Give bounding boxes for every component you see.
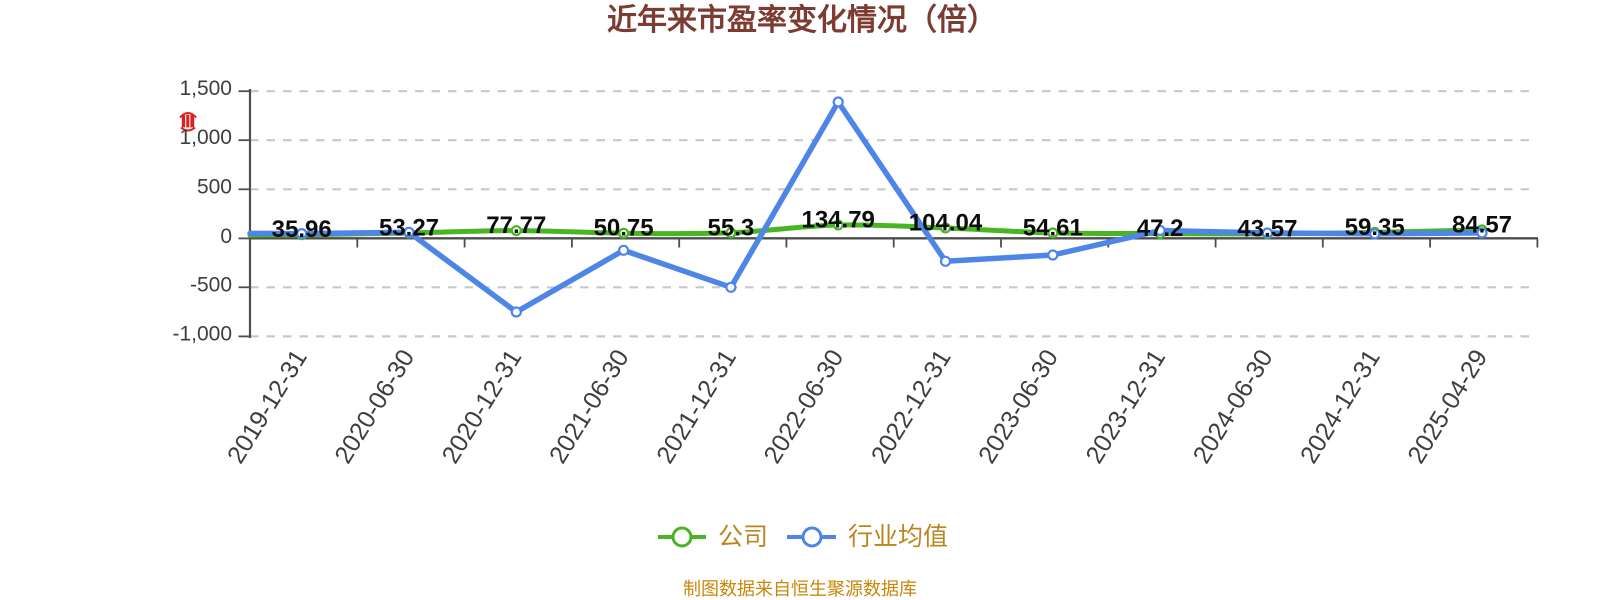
svg-text:54.61: 54.61 xyxy=(1023,214,1083,241)
svg-text:-500: -500 xyxy=(190,273,232,296)
svg-text:55.3: 55.3 xyxy=(708,214,755,241)
svg-text:43.57: 43.57 xyxy=(1237,215,1297,242)
svg-text:104.04: 104.04 xyxy=(909,210,983,237)
svg-text:59.35: 59.35 xyxy=(1345,214,1405,241)
svg-text:47.2: 47.2 xyxy=(1137,215,1184,242)
svg-text:77.77: 77.77 xyxy=(486,212,546,239)
svg-text:134.79: 134.79 xyxy=(801,207,874,234)
svg-text:53.27: 53.27 xyxy=(379,215,439,242)
svg-text:制图数据来自恒生聚源数据库: 制图数据来自恒生聚源数据库 xyxy=(683,579,917,599)
svg-text:500: 500 xyxy=(197,175,232,198)
svg-text:公司: 公司 xyxy=(718,523,768,551)
svg-text:35.96: 35.96 xyxy=(272,216,332,243)
svg-text:行业均值: 行业均值 xyxy=(848,523,948,551)
svg-text:近年来市盈率变化情况（倍）: 近年来市盈率变化情况（倍） xyxy=(607,3,997,37)
svg-text:-1,000: -1,000 xyxy=(172,322,232,345)
svg-text:0: 0 xyxy=(220,225,232,248)
svg-text:84.57: 84.57 xyxy=(1452,211,1512,238)
svg-text:1,000: 1,000 xyxy=(179,126,232,149)
svg-text:1,500: 1,500 xyxy=(179,77,232,100)
svg-text:50.75: 50.75 xyxy=(594,215,654,242)
